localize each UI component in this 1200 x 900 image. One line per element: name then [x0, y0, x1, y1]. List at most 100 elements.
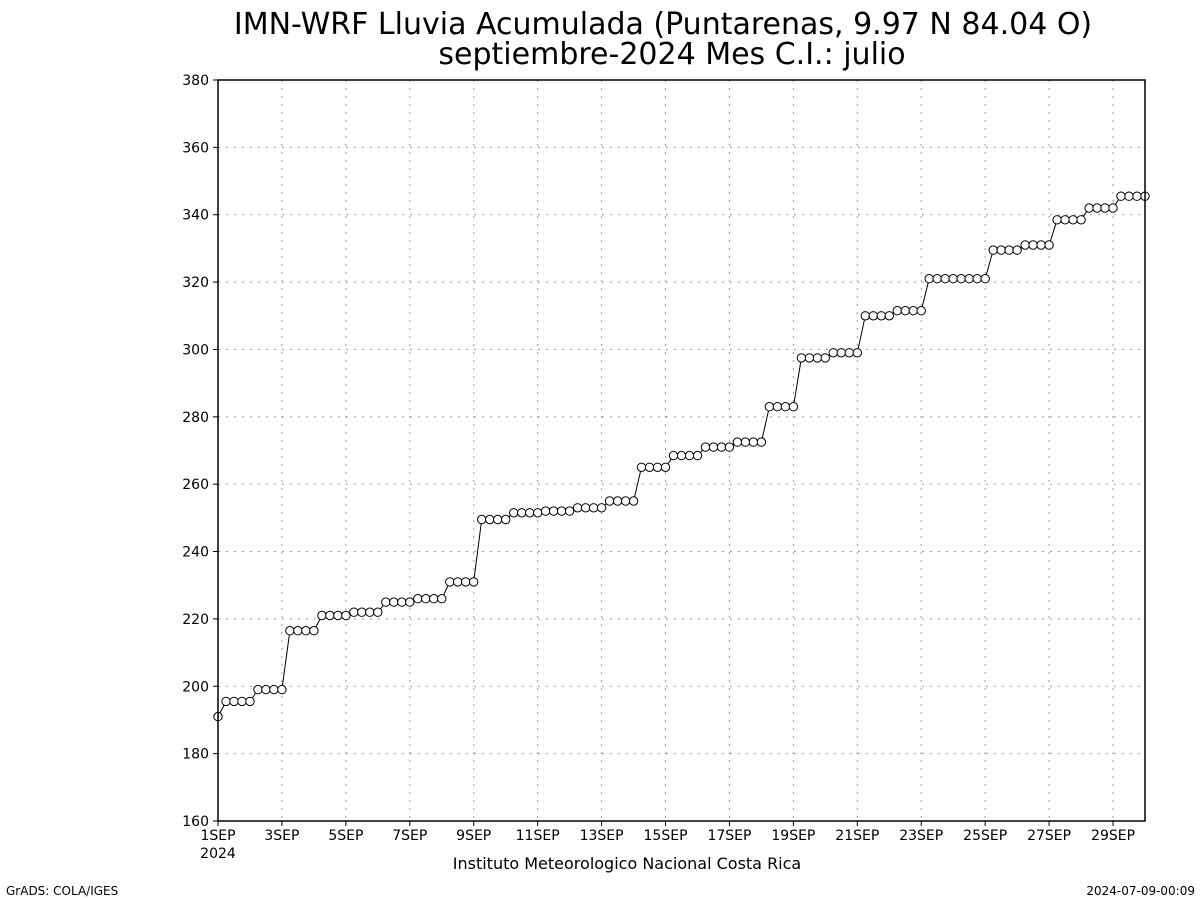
x-tick-label: 15SEP [644, 828, 688, 844]
data-point [1068, 215, 1078, 225]
data-point [724, 442, 735, 452]
data-point [604, 496, 615, 506]
data-point [980, 274, 990, 284]
data-point [844, 348, 854, 358]
data-point [1004, 245, 1014, 255]
data-point [237, 696, 247, 707]
y-tick-label: 380 [182, 73, 209, 89]
data-point [533, 508, 543, 518]
data-point [261, 684, 271, 695]
data-point [325, 610, 335, 621]
y-tick-label: 260 [182, 477, 209, 493]
data-point [477, 514, 487, 525]
data-point [972, 274, 982, 284]
x-tick-label: 23SEP [899, 828, 943, 844]
data-point [652, 462, 663, 472]
data-point [932, 274, 942, 284]
data-point [373, 607, 383, 617]
x-tick-label: 29SEP [1091, 828, 1135, 844]
data-point [285, 626, 295, 636]
x-tick-label: 5SEP [328, 828, 363, 844]
data-point [1124, 191, 1134, 201]
data-point [429, 594, 439, 604]
data-point [1052, 215, 1062, 225]
data-point [1012, 245, 1022, 255]
data-point [804, 353, 815, 363]
data-point [1060, 215, 1070, 225]
x-tick-label: 11SEP [516, 828, 560, 844]
data-point [501, 514, 511, 525]
data-point [916, 306, 926, 316]
data-point [836, 348, 846, 358]
data-point [892, 306, 902, 316]
data-point [780, 402, 791, 412]
data-point [397, 597, 407, 607]
data-point [756, 437, 767, 447]
data-point [708, 442, 719, 452]
data-point [564, 506, 575, 516]
y-tick-label: 340 [182, 208, 209, 224]
data-point [588, 503, 599, 513]
data-point [908, 306, 918, 316]
data-point [884, 311, 894, 321]
data-point [628, 496, 639, 506]
data-point [381, 597, 391, 607]
y-tick-label: 200 [182, 679, 209, 695]
data-point [668, 450, 679, 461]
y-tick-label: 360 [182, 140, 209, 156]
y-tick-label: 180 [182, 747, 209, 763]
data-point [509, 508, 519, 518]
data-point [580, 503, 591, 513]
data-point [413, 594, 423, 604]
x-tick-label: 17SEP [707, 828, 751, 844]
data-point [525, 508, 535, 518]
y-tick-label: 280 [182, 410, 209, 426]
data-point [764, 402, 775, 412]
grid-layer [218, 80, 1145, 821]
data-point [517, 508, 527, 518]
data-point [485, 514, 495, 525]
data-point [644, 462, 655, 472]
data-point [461, 577, 471, 587]
x-tick-label: 13SEP [580, 828, 624, 844]
data-point [548, 506, 559, 516]
data-point [221, 696, 231, 707]
data-point [493, 514, 503, 525]
data-point [748, 437, 759, 447]
data-point [1044, 240, 1054, 250]
data-point [437, 594, 447, 604]
y-tick-label: 160 [182, 814, 209, 830]
data-point [229, 696, 239, 707]
data-point [716, 442, 727, 452]
data-point [852, 348, 862, 358]
x-tick-label: 1SEP [200, 828, 235, 844]
data-point [692, 450, 703, 461]
y-tick-label: 300 [182, 342, 209, 358]
data-point [740, 437, 751, 447]
x-tick-label: 27SEP [1027, 828, 1071, 844]
data-point [660, 462, 671, 472]
data-point [341, 610, 351, 621]
x-year-label: 2024 [200, 846, 236, 862]
data-point [245, 696, 255, 707]
data-point [1108, 203, 1118, 213]
data-point [596, 503, 607, 513]
data-point [317, 610, 327, 621]
data-point [1036, 240, 1046, 250]
data-point [876, 311, 886, 321]
grads-credit: GrADS: COLA/IGES [6, 884, 118, 898]
data-point [828, 348, 838, 358]
data-point [1076, 215, 1086, 225]
x-tick-label: 21SEP [835, 828, 879, 844]
data-point [1092, 203, 1102, 213]
data-point [1132, 191, 1142, 201]
data-point [469, 577, 479, 587]
chart-title: IMN-WRF Lluvia Acumulada (Puntarenas, 9.… [234, 7, 1092, 42]
data-point [389, 597, 399, 607]
data-point [820, 353, 830, 363]
data-point [333, 610, 343, 621]
data-point [540, 506, 551, 516]
data-point [620, 496, 631, 506]
data-point [868, 311, 878, 321]
